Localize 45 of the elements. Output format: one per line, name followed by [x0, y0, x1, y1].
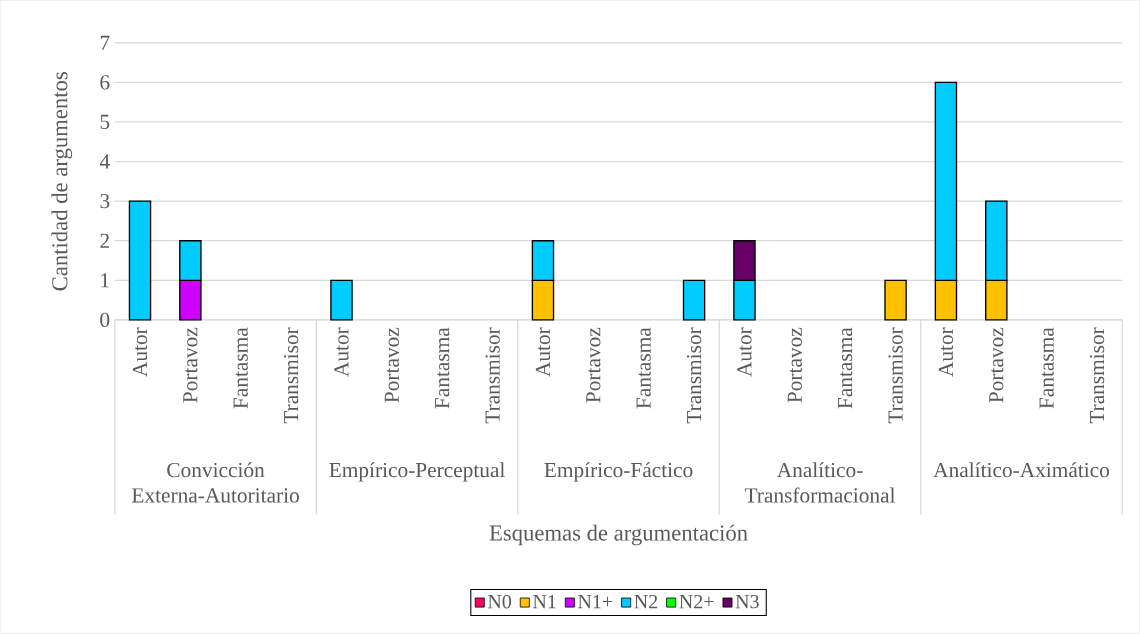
text: Empírico-Perceptual: [329, 462, 505, 482]
text: Convicción Externa-Autoritario: [132, 462, 299, 503]
y-tick-label: 7: [100, 35, 110, 50]
bar: [884, 279, 907, 321]
x-tick-label: Portavoz: [989, 327, 1004, 403]
y-axis-title: Cantidad de argumentos: [51, 72, 73, 291]
x-tick-label: Fantasma: [233, 327, 248, 409]
y-tick-label: 1: [101, 273, 109, 288]
y-tick-label: 3: [100, 194, 110, 209]
x-tick-label: Transmisor: [283, 327, 299, 424]
bar: [682, 279, 706, 321]
x-tick-label: Portavoz: [384, 327, 399, 403]
x-tick-label: Fantasma: [838, 327, 853, 409]
bar: [128, 200, 152, 321]
x-tick-label: Transmisor: [1089, 327, 1105, 424]
x-tick-label: Fantasma: [1039, 327, 1054, 409]
y-tick-label: 5: [100, 114, 110, 130]
x-tick-label: Transmisor: [485, 327, 500, 424]
legend-label: N0: [487, 595, 512, 609]
x-tick-label: Autor: [132, 327, 148, 377]
x-tick-label: Autor: [334, 327, 349, 377]
text: Analítico-Aximático: [933, 462, 1110, 478]
legend-label: N3: [735, 595, 759, 609]
text: Analítico-Transformacional: [744, 462, 896, 503]
x-tick-label: Autor: [535, 327, 551, 377]
x-tick-label: Autor: [737, 327, 752, 377]
legend-label: N1: [533, 595, 556, 609]
x-tick-label: Autor: [938, 327, 954, 377]
x-tick-label: Portavoz: [183, 327, 198, 403]
x-axis-title: Esquemas de argumentación: [489, 524, 748, 546]
bar: [330, 279, 353, 321]
legend-label: N2: [634, 595, 658, 609]
y-tick-label: 6: [100, 75, 110, 90]
y-tick-label: 2: [100, 233, 109, 248]
legend-label: N1+: [578, 595, 613, 609]
x-tick-label: Portavoz: [787, 327, 802, 403]
x-tick-label: Fantasma: [435, 327, 450, 409]
x-tick-label: Portavoz: [586, 327, 601, 403]
y-tick-label: 4: [99, 154, 110, 169]
x-tick-label: Fantasma: [636, 327, 651, 409]
x-tick-label: Transmisor: [888, 327, 903, 424]
x-tick-label: Transmisor: [686, 327, 702, 424]
y-tick-label: 0: [100, 312, 110, 328]
legend-label: N2+: [679, 595, 714, 609]
text: Empírico-Fáctico: [544, 462, 693, 482]
